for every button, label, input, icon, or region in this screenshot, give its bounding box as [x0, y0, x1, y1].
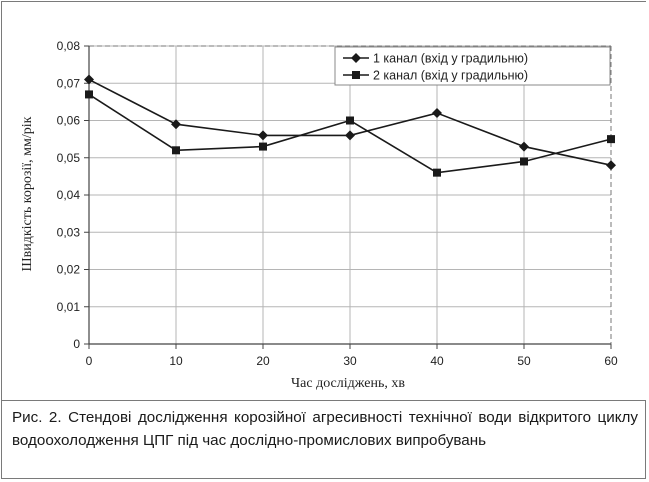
- x-tick-label: 30: [343, 354, 357, 368]
- y-tick-label: 0,04: [57, 188, 81, 202]
- x-tick-label: 0: [86, 354, 93, 368]
- y-tick-label: 0,07: [57, 76, 81, 90]
- x-tick-label: 40: [430, 354, 444, 368]
- legend: 1 канал (вхід у градильню) 2 канал (вхід …: [334, 46, 611, 86]
- series-1-point: [84, 74, 94, 85]
- series-2-point: [172, 146, 180, 155]
- caption-divider: [2, 400, 645, 401]
- legend-marker: [352, 71, 360, 79]
- y-tick-label: 0: [73, 337, 80, 351]
- series-2: [85, 90, 615, 177]
- x-tick-label: 10: [169, 354, 183, 368]
- y-tick-label: 0,08: [57, 39, 81, 53]
- legend-label: 1 канал (вхід у градильню): [373, 52, 528, 66]
- series-2-point: [607, 135, 615, 144]
- x-tick-label: 20: [256, 354, 270, 368]
- series-2-point: [85, 90, 93, 99]
- series-1-point: [345, 130, 355, 141]
- x-tick-label: 50: [517, 354, 531, 368]
- axes: 0 0,01 0,02 0,03 0,04 0,05 0,06 0,07 0,08 0 10 20 30…: [57, 39, 618, 368]
- series-2-point: [259, 142, 267, 151]
- y-tick-label: 0,03: [57, 225, 81, 239]
- y-tick-label: 0,01: [57, 300, 81, 314]
- y-axis-title: Швидкість корозії, мм/рік: [20, 116, 35, 271]
- series-1-point: [258, 130, 268, 141]
- series: [84, 74, 616, 177]
- y-tick-label: 0,02: [57, 263, 81, 277]
- y-tick-label: 0,05: [57, 151, 81, 165]
- series-1-point: [606, 160, 616, 171]
- line-chart: 0 0,01 0,02 0,03 0,04 0,05 0,06 0,07 0,08 0 10 20 30…: [20, 39, 618, 391]
- chart-area: 0 0,01 0,02 0,03 0,04 0,05 0,06 0,07 0,08 0 10 20 30…: [2, 2, 647, 400]
- series-1-point: [171, 119, 181, 130]
- legend-box: [334, 46, 611, 86]
- series-2-point: [346, 116, 354, 125]
- legend-marker: [351, 53, 361, 63]
- legend-label: 2 канал (вхід у градильню): [373, 69, 528, 83]
- series-1-point: [519, 141, 529, 152]
- series-1-point: [432, 108, 442, 119]
- x-tick-label: 60: [604, 354, 618, 368]
- series-2-point: [433, 168, 441, 177]
- series-2-point: [520, 157, 528, 166]
- y-tick-label: 0,06: [57, 114, 81, 128]
- grid: [89, 45, 611, 344]
- figure-caption: Рис. 2. Стендові дослідження корозійної …: [12, 409, 638, 449]
- series-1: [84, 74, 616, 171]
- x-axis-title: Час досліджень, хв: [291, 376, 405, 391]
